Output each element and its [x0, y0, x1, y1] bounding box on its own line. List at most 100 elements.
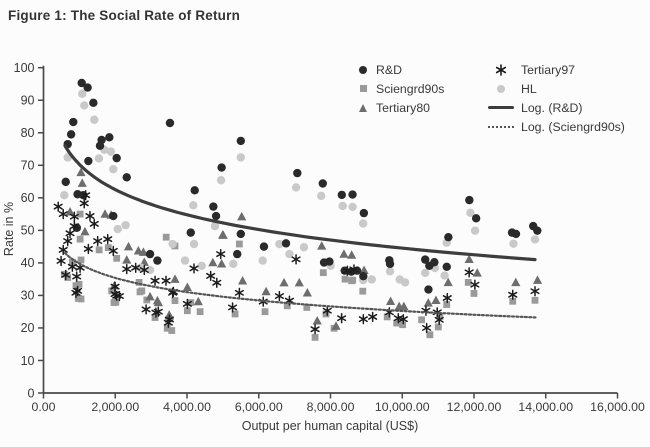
data-point-hl: [189, 239, 199, 249]
data-point-rd: [359, 272, 368, 281]
legend-item-log-sciengrd90s: Log. (Sciengrd90s): [486, 117, 625, 136]
data-point-tertiary97: [189, 263, 199, 274]
data-point-tertiary97: [85, 210, 95, 222]
data-point-hl: [440, 271, 449, 280]
legend-label: Sciengrd90s: [376, 81, 445, 96]
data-point-rd: [211, 211, 221, 221]
data-point-rd: [69, 117, 78, 127]
legend-column-2: Tertiary97 HL Log. (R&D) Log. (Sciengrd9…: [486, 60, 625, 136]
data-point-tertiary80: [532, 275, 543, 284]
data-point-tertiary97: [131, 262, 141, 273]
data-point-tertiary80: [77, 178, 87, 187]
data-point-tertiary97: [422, 322, 432, 334]
data-point-sciengrd90s: [319, 269, 327, 277]
y-tick-label: 50: [21, 224, 35, 238]
data-point-hl: [78, 89, 87, 98]
legend-label: HL: [521, 81, 537, 96]
data-point-rd: [236, 229, 246, 239]
data-point-hl: [113, 224, 122, 234]
data-point-sciengrd90s: [104, 244, 112, 251]
data-point-rd: [84, 156, 93, 166]
data-point-tertiary97: [434, 314, 444, 325]
data-point-tertiary80: [218, 230, 228, 239]
data-point-rd: [348, 190, 357, 199]
data-point-tertiary97: [530, 286, 540, 297]
data-point-tertiary80: [359, 265, 369, 275]
legend-item-rd: R&D: [356, 60, 444, 79]
data-point-sciengrd90s: [168, 327, 176, 334]
data-point-sciengrd90s: [196, 308, 204, 316]
data-point-tertiary97: [234, 287, 244, 298]
data-point-hl: [106, 147, 116, 156]
data-point-rd: [165, 118, 175, 128]
legend-item-tertiary80: Tertiary80: [356, 98, 444, 117]
data-point-tertiary80: [347, 250, 357, 259]
x-tick-label: 12,000.00: [447, 400, 502, 414]
data-point-tertiary80: [331, 321, 341, 330]
data-point-hl: [121, 220, 130, 230]
data-point-hl: [316, 191, 326, 201]
data-point-tertiary97: [322, 305, 332, 316]
data-point-sciengrd90s: [151, 314, 159, 321]
data-point-sciengrd90s: [349, 276, 357, 284]
data-point-tertiary80: [65, 207, 75, 216]
data-point-tertiary97: [508, 289, 518, 300]
data-point-tertiary97: [153, 306, 163, 317]
data-point-tertiary97: [89, 218, 99, 229]
data-point-sciengrd90s: [112, 298, 120, 306]
data-point-sciengrd90s: [231, 310, 239, 318]
data-point-tertiary97: [337, 313, 347, 324]
data-point-sciengrd90s: [183, 307, 191, 315]
data-point-rd: [186, 228, 195, 237]
data-point-rd: [465, 195, 474, 205]
data-point-tertiary97: [108, 245, 118, 256]
legend-item-hl: HL: [486, 79, 625, 98]
data-point-sciengrd90s: [261, 308, 269, 316]
data-point-hl: [180, 256, 190, 265]
data-point-hl: [168, 239, 177, 249]
data-point-tertiary97: [67, 261, 77, 272]
data-point-sciengrd90s: [443, 301, 451, 308]
data-point-sciengrd90s: [75, 280, 83, 288]
data-point-tertiary97: [310, 324, 320, 335]
data-point-sciengrd90s: [283, 302, 291, 310]
data-point-sciengrd90s: [77, 256, 85, 264]
data-point-tertiary80: [317, 241, 327, 250]
data-point-rd: [112, 153, 121, 163]
data-point-tertiary97: [358, 314, 368, 325]
data-point-hl: [358, 219, 368, 228]
data-point-rd: [259, 242, 269, 251]
log-sciengrd90s-trendline: [63, 252, 538, 319]
data-point-hl: [509, 239, 518, 248]
legend-label: Tertiary80: [376, 100, 430, 115]
data-point-sciengrd90s: [322, 310, 330, 318]
data-point-tertiary97: [182, 298, 192, 310]
data-point-hl: [189, 201, 198, 210]
x-tick-label: 2,000.00: [91, 400, 139, 414]
x-axis-label: Output per human capital (US$): [241, 419, 419, 433]
data-point-tertiary80: [193, 296, 203, 306]
x-tick-label: 8,000.00: [307, 400, 355, 414]
y-tick-label: 0: [28, 386, 35, 400]
data-point-tertiary97: [216, 248, 226, 260]
data-point-hl: [145, 265, 155, 275]
data-point-tertiary80: [100, 209, 110, 218]
data-point-sciengrd90s: [311, 333, 319, 341]
dotted-trendline-icon: [486, 125, 516, 128]
data-point-tertiary80: [431, 295, 441, 304]
data-point-rd: [293, 168, 302, 178]
data-point-sciengrd90s: [418, 316, 426, 324]
y-tick-label: 20: [21, 321, 35, 335]
data-point-tertiary80: [511, 277, 521, 287]
data-point-rd: [233, 249, 242, 259]
data-point-rd: [122, 173, 131, 182]
data-point-hl: [229, 259, 238, 269]
data-point-hl: [258, 256, 267, 265]
legend-item-tertiary97: Tertiary97: [486, 60, 625, 79]
data-point-tertiary80: [238, 275, 248, 285]
data-point-tertiary97: [212, 277, 222, 288]
data-point-tertiary80: [153, 297, 163, 307]
data-point-tertiary97: [53, 201, 63, 212]
data-point-tertiary97: [69, 220, 79, 232]
